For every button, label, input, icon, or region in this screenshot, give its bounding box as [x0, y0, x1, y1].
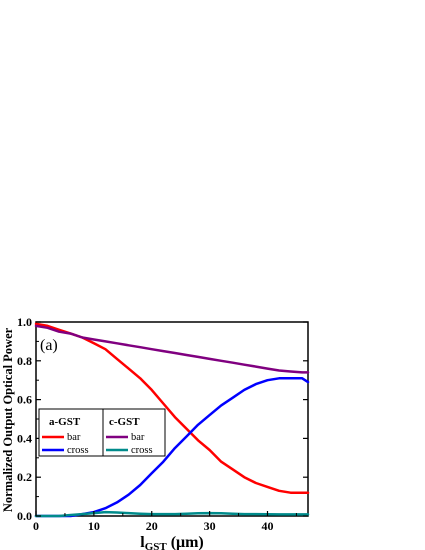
x-tick-label: 30	[204, 519, 216, 533]
x-axis-label-main: l	[140, 534, 145, 550]
legend-group-c-title: c-GST	[109, 416, 140, 428]
y-tick-label: 0.2	[17, 470, 32, 484]
legend-label-a-cross: cross	[67, 445, 89, 456]
legend-box	[38, 408, 166, 457]
legend-label-c-bar: bar	[131, 432, 145, 443]
x-tick-label: 10	[88, 519, 100, 533]
x-tick-label: 0	[33, 519, 39, 533]
y-tick-label: 0.6	[17, 393, 32, 407]
legend-group-a-title: a-GST	[49, 416, 81, 428]
legend-label-c-cross: cross	[131, 445, 153, 456]
x-tick-label: 40	[261, 519, 273, 533]
series-line-c-bar	[34, 324, 310, 374]
y-tick-label: 0.0	[17, 509, 32, 523]
y-tick-label: 0.8	[17, 354, 32, 368]
series-line-a-bar	[34, 322, 310, 494]
x-axis-label-unit: (μm)	[167, 534, 204, 550]
y-axis-label: Normalized Output Optical Power	[1, 327, 15, 512]
legend-label-a-bar: bar	[67, 432, 81, 443]
axis-layer: 0 10 20 30 40 0.0 0.2 0.4 0.6 0.8 1.0	[17, 315, 308, 533]
x-axis-label-sub: GST	[145, 541, 168, 550]
y-tick-label: 1.0	[17, 315, 32, 329]
x-axis-label: lGST (μm)	[140, 534, 204, 550]
x-tick-label: 20	[146, 519, 158, 533]
y-tick-label: 0.4	[17, 431, 32, 445]
legend: a-GST c-GST bar cross bar cross	[38, 408, 166, 457]
panel-label: (a)	[40, 337, 58, 354]
